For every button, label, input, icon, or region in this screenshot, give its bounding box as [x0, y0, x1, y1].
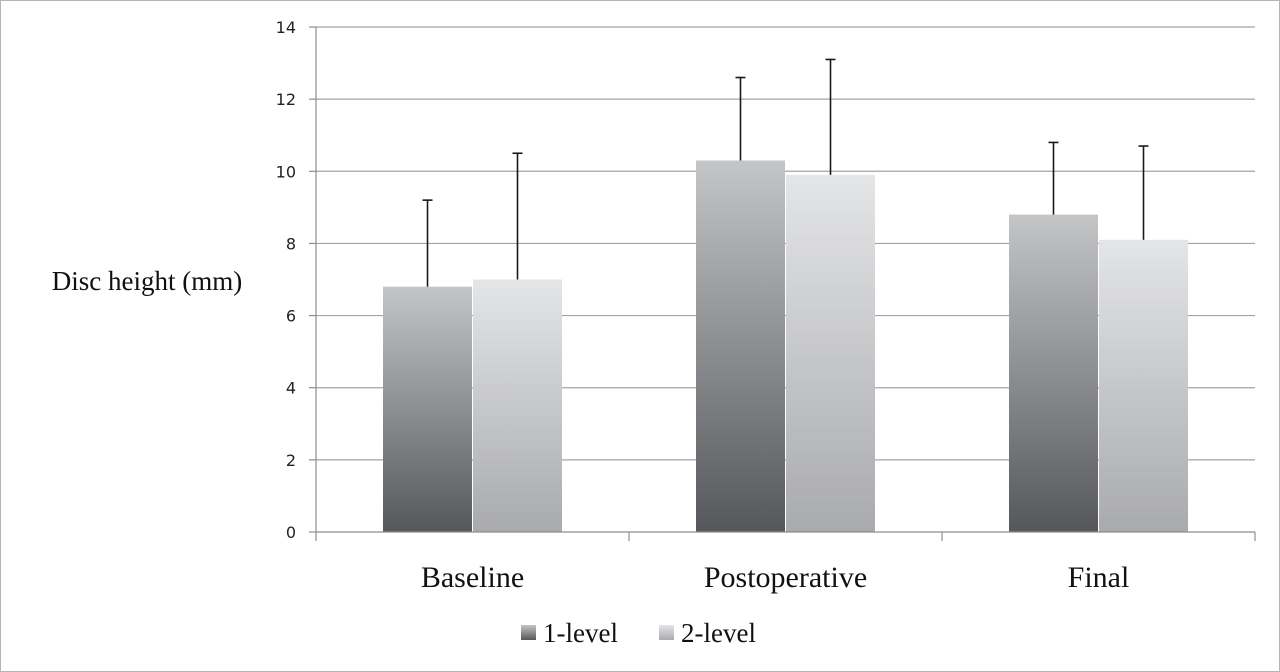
- x-tick-label: Baseline: [421, 561, 524, 594]
- y-tick-label: 4: [286, 379, 296, 398]
- y-tick-label: 8: [286, 234, 296, 253]
- legend-swatch: [659, 625, 674, 640]
- x-tick-labels: Baseline Postoperative Final: [421, 561, 1129, 594]
- y-tick-label: 12: [276, 90, 296, 109]
- legend-label: 2-level: [681, 618, 756, 648]
- bar-2-level-postoperative: [786, 174, 875, 532]
- gridlines: [316, 26, 1255, 461]
- x-tick-label: Final: [1068, 561, 1130, 594]
- axes: [309, 26, 1256, 541]
- y-tick-label: 0: [286, 523, 296, 542]
- bar-1-level-final: [1009, 214, 1098, 533]
- bar-1-level-postoperative: [696, 160, 785, 532]
- bar-2-level-baseline: [473, 279, 562, 532]
- error-bars: [422, 58, 1149, 287]
- bar-2-level-final: [1099, 239, 1188, 533]
- y-tick-label: 6: [286, 307, 296, 326]
- bars: [383, 160, 1188, 533]
- y-tick-label: 14: [276, 18, 296, 37]
- bar-1-level-baseline: [383, 286, 472, 532]
- y-tick-labels: 0 2 4 6 8 10 12 14: [276, 18, 296, 542]
- legend: 1-level 2-level: [521, 618, 756, 648]
- x-tick-label: Postoperative: [704, 561, 867, 594]
- legend-swatch: [521, 625, 536, 640]
- y-tick-label: 10: [276, 162, 296, 181]
- y-axis-label: Disc height (mm): [52, 266, 242, 296]
- legend-label: 1-level: [543, 618, 618, 648]
- y-tick-label: 2: [286, 451, 296, 470]
